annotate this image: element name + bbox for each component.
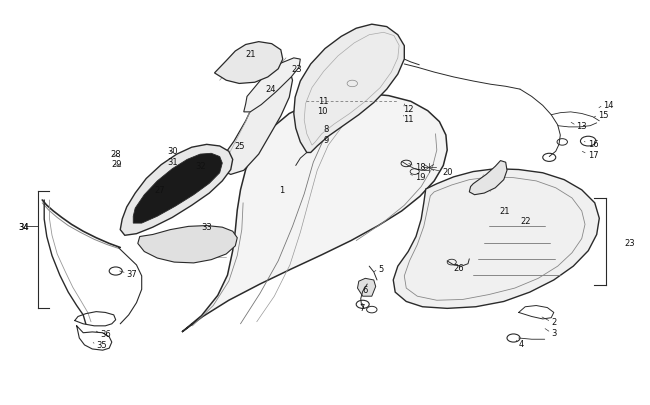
Text: 28: 28 [111,149,121,158]
Text: 21: 21 [499,206,510,215]
Polygon shape [120,145,233,236]
Text: 29: 29 [112,160,122,168]
Polygon shape [393,169,599,309]
Text: 26: 26 [454,264,464,273]
Text: 25: 25 [234,141,244,150]
Text: 16: 16 [588,139,598,148]
Polygon shape [221,69,292,175]
Text: 36: 36 [101,330,112,339]
Text: 23: 23 [291,65,302,74]
Polygon shape [182,94,447,332]
Polygon shape [138,226,237,263]
Polygon shape [214,43,283,84]
Polygon shape [133,154,222,224]
Text: 18: 18 [415,162,425,171]
Text: 19: 19 [415,173,425,182]
Text: 6: 6 [363,285,368,294]
Text: 3: 3 [551,328,556,337]
Text: 10: 10 [317,107,328,116]
Text: 1: 1 [280,186,285,195]
Text: 33: 33 [202,222,213,231]
Polygon shape [469,161,507,195]
Text: 34: 34 [18,222,29,231]
Text: 5: 5 [378,265,383,274]
Text: 11: 11 [403,115,413,124]
Text: 11: 11 [318,97,329,106]
Text: 32: 32 [195,162,205,171]
Polygon shape [294,25,404,153]
Polygon shape [244,59,300,113]
Text: 31: 31 [168,158,178,166]
Text: 27: 27 [155,186,165,195]
Text: 8: 8 [323,125,328,134]
Text: 21: 21 [246,50,256,59]
Text: 9: 9 [323,135,328,144]
Text: 14: 14 [603,101,614,110]
Text: 34: 34 [18,222,29,231]
Text: 20: 20 [442,168,452,177]
Text: 2: 2 [551,318,556,326]
Text: 30: 30 [168,146,178,155]
Polygon shape [358,279,376,296]
Text: 35: 35 [96,341,107,350]
Text: 22: 22 [520,216,530,225]
Text: 37: 37 [127,269,138,278]
Text: 17: 17 [588,150,598,159]
Text: 4: 4 [519,339,524,348]
Text: 15: 15 [598,111,608,120]
Text: 7: 7 [359,303,365,312]
Text: 12: 12 [403,105,413,114]
Text: 13: 13 [577,122,587,131]
Text: 24: 24 [265,85,276,94]
Text: 23: 23 [624,239,634,247]
